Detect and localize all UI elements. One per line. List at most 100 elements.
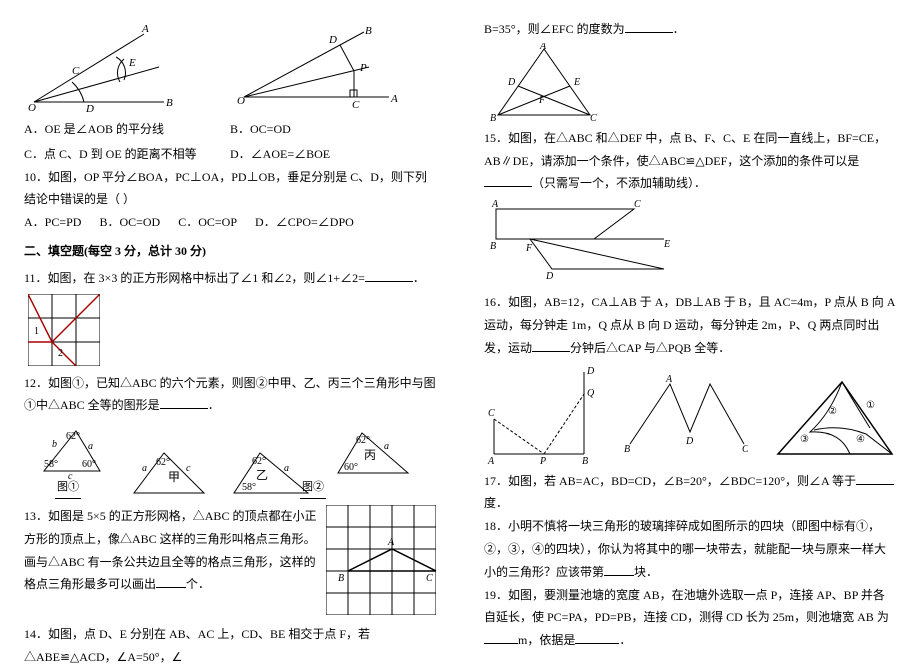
q11-text: 11．如图，在 3×3 的正方形网格中标出了∠1 和∠2，则∠1+∠2= — [24, 271, 365, 285]
svg-text:a: a — [142, 463, 147, 474]
svg-text:D: D — [507, 77, 516, 88]
q19-end: ． — [619, 633, 631, 647]
svg-text:58°: 58° — [242, 482, 256, 493]
svg-text:C: C — [352, 99, 360, 111]
q15-text: 15．如图，在△ABC 和△DEF 中，点 B、F、C、E 在同一直线上，BF=… — [484, 131, 886, 168]
svg-text:A: A — [491, 199, 499, 210]
svg-text:D: D — [586, 366, 595, 377]
q16-blank — [532, 340, 570, 352]
svg-text:b: b — [52, 439, 57, 450]
tri-abc: 62° 58° 60° a b c 图① — [24, 421, 112, 499]
q12-tail: ． — [208, 398, 220, 412]
q18-text: 18．小明不慎将一块三角形的玻璃摔碎成如图所示的四块（即图中标有①，②，③，④的… — [484, 519, 886, 579]
q19-unit: m，依据是 — [518, 633, 575, 647]
q16-mid: 分钟后△CAP 与△PQB 全等． — [570, 341, 730, 355]
svg-text:60°: 60° — [82, 459, 96, 470]
svg-text:B: B — [582, 456, 588, 464]
q17-unit: 度． — [484, 496, 508, 510]
svg-text:62°: 62° — [66, 431, 80, 442]
q13-grid-icon: A B C — [326, 505, 436, 615]
q13-unit: 个． — [186, 577, 210, 591]
q14-triangle-icon: A B C D E F — [484, 43, 604, 123]
svg-text:E: E — [128, 57, 136, 69]
angle-bisect-construct-icon: O A B C D E — [24, 22, 174, 112]
q17-blank — [856, 473, 894, 485]
q12-blank — [160, 397, 208, 409]
svg-text:B: B — [490, 113, 496, 123]
q17-text: 17．如图，若 AB=AC，BD=CD，∠B=20°，∠BDC=120°，则∠A… — [484, 474, 856, 488]
q15-line: 15．如图，在△ABC 和△DEF 中，点 B、F、C、E 在同一直线上，BF=… — [484, 127, 896, 195]
q16-line: 16．如图，AB=12，CA⊥AB 于 A，DB⊥AB 于 B，且 AC=4m，… — [484, 291, 896, 359]
svg-text:c: c — [186, 463, 191, 474]
svg-text:①: ① — [866, 400, 875, 411]
svg-text:D: D — [328, 34, 337, 46]
svg-text:P: P — [359, 62, 367, 74]
svg-text:O: O — [237, 95, 245, 107]
svg-text:C: C — [634, 199, 641, 210]
svg-text:C: C — [742, 444, 748, 455]
q15-note: （只需写一个，不添加辅助线）． — [532, 176, 706, 190]
svg-text:丙: 丙 — [364, 448, 376, 462]
q17-figure-icon: B A D C — [622, 374, 748, 464]
svg-text:62°: 62° — [252, 456, 266, 467]
svg-text:a: a — [284, 463, 289, 474]
q11-line: 11．如图，在 3×3 的正方形网格中标出了∠1 和∠2，则∠1+∠2= ． — [24, 267, 436, 290]
svg-text:F: F — [538, 95, 546, 106]
section-2-title: 二、填空题(每空 3 分，总计 30 分) — [24, 240, 436, 263]
q9-opt-c: C．点 C、D 到 OE 的距离不相等 — [24, 143, 230, 166]
q13-blank — [156, 576, 186, 588]
q15-figure-icon: A B C F E D — [484, 197, 674, 287]
q10-text: 10．如图，OP 平分∠BOA，PC⊥OA，PD⊥OB，垂足分别是 C、D，则下… — [24, 166, 436, 212]
q12-text: 12．如图①，已知△ABC 的六个元素，则图②中甲、乙、丙三个三角形中与图①中△… — [24, 376, 436, 413]
left-column: O A B C D E O A B C D P A．OE 是∠AOB 的平分线 … — [0, 0, 460, 637]
svg-text:E: E — [663, 239, 670, 250]
q18-figure-icon: ① ② ③ ④ — [770, 374, 896, 464]
q10-opt-a: A．PC=PD — [24, 211, 81, 234]
svg-text:C: C — [590, 113, 597, 123]
tri-jia: 62° 甲 a c — [126, 445, 212, 499]
q18-blank — [604, 564, 634, 576]
q12-figures: 62° 58° 60° a b c 图① 62° 甲 a c 乙 62° — [24, 421, 436, 499]
svg-text:a: a — [384, 441, 389, 452]
svg-text:C: C — [488, 408, 495, 419]
svg-text:B: B — [490, 241, 496, 252]
op-bisector-icon: O A B C D P — [234, 22, 399, 112]
svg-text:乙: 乙 — [256, 468, 268, 482]
q12-line: 12．如图①，已知△ABC 的六个元素，则图②中甲、乙、丙三个三角形中与图①中△… — [24, 372, 436, 418]
svg-text:O: O — [28, 102, 36, 112]
svg-text:A: A — [141, 23, 149, 35]
q14-tail: B=35°，则∠EFC 的度数为． — [484, 18, 896, 41]
q9-opt-a: A．OE 是∠AOB 的平分线 — [24, 118, 230, 141]
q14-blank — [625, 21, 673, 33]
q11-grid-icon: 1 2 — [28, 294, 100, 366]
svg-text:Q: Q — [587, 388, 595, 399]
q19-line: 19．如图，要测量池塘的宽度 AB，在池塘外选取一点 P，连接 AP、BP 并各… — [484, 584, 896, 652]
q18-line: 18．小明不慎将一块三角形的玻璃摔碎成如图所示的四块（即图中标有①，②，③，④的… — [484, 515, 896, 583]
svg-text:58°: 58° — [44, 459, 58, 470]
q19-blank2 — [575, 632, 619, 644]
svg-text:62°: 62° — [156, 457, 170, 468]
q9-figures: O A B C D E O A B C D P — [24, 22, 436, 112]
q11-blank — [365, 270, 413, 282]
svg-text:D: D — [545, 271, 554, 282]
svg-text:②: ② — [828, 406, 837, 417]
tri1-caption: 图① — [55, 477, 81, 499]
right-column: B=35°，则∠EFC 的度数为． A B C D E F 15．如图，在△AB… — [460, 0, 920, 637]
svg-text:B: B — [338, 573, 344, 584]
svg-text:C: C — [426, 573, 433, 584]
q16-figure-icon: A B C D P Q — [484, 364, 600, 464]
q16-q17-q18-figures: A B C D P Q B A D C ① ② ③ ④ — [484, 364, 896, 464]
q9-opt-d: D．∠AOE=∠BOE — [230, 143, 436, 166]
svg-text:62°: 62° — [356, 435, 370, 446]
svg-text:a: a — [88, 441, 93, 452]
q11-tail: ． — [413, 271, 425, 285]
q9-options: A．OE 是∠AOB 的平分线 B．OC=OD C．点 C、D 到 OE 的距离… — [24, 118, 436, 166]
svg-text:A: A — [487, 456, 495, 464]
tri-bing: 丙 62° 60° a 图② — [330, 425, 416, 499]
svg-text:B: B — [624, 444, 630, 455]
tri2-caption: 图② — [300, 477, 326, 499]
svg-text:甲: 甲 — [168, 470, 180, 484]
q10-opt-d: D．∠CPO=∠DPO — [255, 211, 354, 234]
svg-text:D: D — [85, 103, 94, 112]
q10-opt-b: B．OC=OD — [99, 211, 160, 234]
